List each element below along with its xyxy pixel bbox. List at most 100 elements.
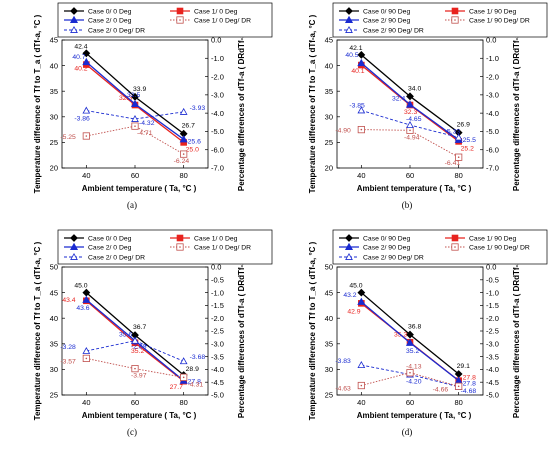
- y-tick-label: 20: [325, 164, 333, 173]
- data-point: [357, 50, 366, 59]
- data-label: 40.7: [72, 54, 85, 61]
- legend-entry: Case 1/ 90 Deg/ DR: [445, 16, 530, 25]
- legend-box: [57, 229, 273, 265]
- data-point-dot: [85, 357, 88, 360]
- data-label: -4.66: [433, 386, 449, 393]
- legend-label: Case 2/ 0 Deg/ DR: [88, 28, 145, 35]
- y2-tick-label: -1.0: [486, 288, 499, 297]
- data-point: [82, 295, 91, 303]
- data-point-dot: [360, 384, 363, 387]
- series-5: -3.57 -3.97 -4.31: [60, 354, 203, 388]
- data-label: 43.2: [343, 292, 356, 299]
- y-tick-label: 40: [325, 61, 333, 70]
- data-label: -3.86: [74, 116, 90, 123]
- y-tick-label: 45: [325, 36, 333, 45]
- data-label: -5.33: [445, 128, 461, 135]
- legend-marker: [345, 234, 353, 242]
- data-label: 25.0: [186, 146, 199, 153]
- data-point-dot: [409, 371, 411, 374]
- legend-entry: Case 1/ 0 Deg: [170, 7, 238, 16]
- y-axis-label: Temperature difference of Tf to T_a ( dT…: [33, 241, 42, 420]
- legend-label: Case 0/ 90 Deg: [363, 9, 410, 16]
- legend-label: Case 1/ 90 Deg: [469, 9, 516, 16]
- data-label: 25.6: [188, 138, 201, 145]
- y2-tick-label: -3.0: [486, 340, 499, 349]
- legend-marker: [70, 252, 78, 260]
- y-tick-label: 45: [50, 288, 58, 297]
- data-label: 42.9: [347, 308, 360, 315]
- data-point: [130, 99, 140, 108]
- y2-tick-label: -0.5: [486, 276, 499, 285]
- legend-marker: [451, 234, 459, 242]
- y2-tick-label: -6.0: [486, 145, 499, 154]
- data-point-dot: [134, 125, 136, 127]
- legend-box: [332, 229, 548, 265]
- legend-box: [57, 2, 273, 38]
- data-label: 40.5: [345, 52, 358, 59]
- legend-label: Case 2/ 0 Deg: [88, 245, 132, 252]
- data-point: [131, 336, 139, 344]
- legend-label: Case 1/ 0 Deg/ DR: [194, 245, 251, 252]
- legend-entry: Case 2/ 90 Deg: [339, 15, 410, 25]
- data-label: -3.68: [190, 354, 206, 361]
- y2-tick-label: -5.0: [211, 391, 224, 400]
- panel-caption: (c): [127, 427, 137, 437]
- y-tick-label: 45: [50, 36, 58, 45]
- y2-tick-label: -2.5: [211, 327, 224, 336]
- legend-marker: [345, 7, 353, 15]
- data-label: 32.3: [119, 95, 132, 102]
- data-point-dot: [360, 128, 363, 131]
- legend-entry: Case 0/ 0 Deg: [64, 234, 132, 243]
- y2-tick-label: -4.0: [486, 365, 499, 374]
- data-label: -3.93: [190, 105, 206, 112]
- data-label: -3.83: [335, 358, 351, 365]
- series-5: -3.86 -4.32 -3.93: [74, 105, 205, 127]
- data-label: 26.9: [457, 122, 470, 129]
- data-label: 45.0: [74, 283, 87, 290]
- data-label: -6.41: [445, 160, 461, 167]
- y2-tick-label: -5.0: [486, 391, 499, 400]
- panel-caption: (d): [402, 427, 413, 437]
- data-label: 42.4: [74, 43, 87, 50]
- data-label: -3.97: [131, 373, 147, 380]
- legend-label: Case 2/ 90 Deg/ DR: [363, 28, 424, 35]
- y-tick-label: 50: [325, 263, 333, 272]
- legend-marker: [176, 234, 184, 242]
- y-axis-label: Temperature difference of Tf to T_a ( dT…: [33, 14, 42, 193]
- legend-entry: Case 1/ 0 Deg/ DR: [170, 243, 251, 252]
- x-tick-label: 40: [357, 398, 365, 407]
- legend-label: Case 0/ 0 Deg: [88, 9, 132, 16]
- legend-entry: Case 2/ 0 Deg: [64, 242, 132, 252]
- data-point-dot: [182, 376, 185, 379]
- y2-tick-label: -7.0: [486, 164, 499, 173]
- legend-label: Case 0/ 0 Deg: [88, 236, 132, 243]
- data-label: -6.24: [174, 158, 190, 165]
- series-5: -3.85 -4.65 -5.33: [349, 102, 463, 141]
- y-tick-label: 50: [50, 263, 58, 272]
- legend-marker: [70, 7, 78, 15]
- data-label: 25.2: [461, 145, 474, 152]
- data-label: 27.8: [188, 379, 201, 386]
- legend-entry: Case 1/ 0 Deg: [170, 234, 238, 243]
- x-axis-label: Ambient temperature ( Ta, °C ): [82, 184, 197, 193]
- panel-caption: (b): [402, 200, 413, 210]
- data-label: -4.65: [406, 116, 422, 123]
- series-3: 40.7 32.5 25.6: [72, 54, 201, 145]
- data-point: [179, 135, 188, 143]
- data-label: -3.57: [60, 358, 76, 365]
- x-tick-label: 60: [406, 171, 414, 180]
- y2-tick-label: -5.0: [211, 127, 224, 136]
- data-point: [405, 100, 415, 108]
- data-label: 32.5: [127, 92, 140, 99]
- chart-panel-1: 20 25 30 35 40 45 -7.0 -6.0 -5.0 -4.0 -3.0 -2.0 -1.0…: [33, 2, 273, 210]
- data-point: [405, 338, 415, 346]
- data-point: [454, 133, 463, 141]
- data-point-dot: [457, 385, 460, 388]
- legend-entry: Case 2/ 0 Deg: [64, 15, 132, 25]
- y2-tick-label: 0.0: [211, 36, 221, 45]
- chart-panel-4: 25 30 35 40 45 50 -5.0 -4.5 -4.0 -3.5 -3.0 -2.5 -2.0…: [308, 229, 548, 437]
- legend-marker: [70, 25, 78, 33]
- legend-label: Case 1/ 90 Deg: [469, 236, 516, 243]
- data-label: -2.88: [131, 344, 147, 351]
